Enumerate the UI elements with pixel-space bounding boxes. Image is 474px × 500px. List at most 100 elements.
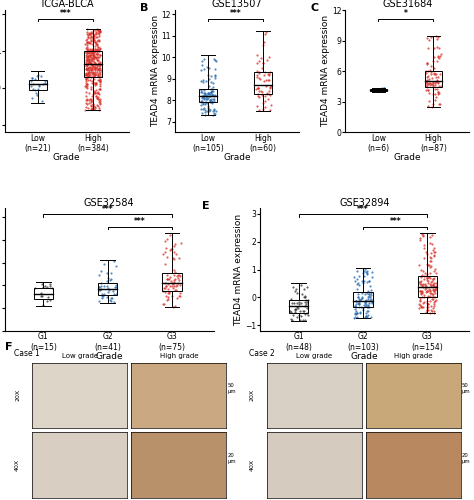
Point: [87, 48, 94, 56]
Point: [46, 280, 54, 288]
Point: [433, 78, 440, 86]
Point: [83, 82, 91, 90]
Point: [423, 83, 430, 91]
Point: [82, 56, 90, 64]
Point: [210, 95, 218, 103]
Point: [427, 80, 434, 88]
Point: [265, 87, 273, 95]
Point: [419, 299, 427, 307]
Point: [209, 87, 217, 95]
Point: [89, 62, 97, 70]
Point: [87, 101, 94, 109]
Point: [174, 279, 182, 287]
Point: [416, 298, 424, 306]
Point: [84, 54, 91, 62]
Point: [84, 76, 91, 84]
Point: [165, 288, 173, 296]
Point: [170, 270, 178, 278]
Point: [424, 81, 431, 89]
Point: [90, 50, 97, 58]
Point: [420, 254, 428, 262]
Point: [427, 274, 434, 281]
Point: [367, 286, 375, 294]
Point: [84, 28, 91, 36]
Point: [168, 244, 176, 252]
Point: [83, 56, 91, 64]
Point: [82, 88, 90, 96]
Point: [362, 268, 369, 276]
Point: [365, 302, 372, 310]
Bar: [370, 88, 387, 90]
Point: [208, 90, 216, 98]
Point: [424, 278, 431, 286]
Point: [95, 85, 103, 93]
Point: [416, 302, 423, 310]
Point: [83, 26, 91, 34]
Point: [89, 48, 96, 56]
Point: [104, 278, 111, 285]
Point: [366, 296, 374, 304]
Point: [87, 64, 94, 72]
Point: [87, 30, 94, 38]
Point: [380, 85, 388, 93]
Point: [93, 46, 101, 54]
Point: [87, 52, 95, 60]
Point: [256, 75, 264, 83]
Point: [164, 295, 172, 303]
Point: [353, 280, 360, 288]
Point: [356, 300, 363, 308]
Point: [108, 296, 115, 304]
Point: [83, 64, 91, 72]
Point: [208, 85, 216, 93]
Point: [207, 88, 214, 96]
Point: [96, 106, 103, 114]
Point: [89, 48, 97, 56]
Point: [92, 40, 100, 48]
Point: [95, 64, 102, 72]
Point: [84, 49, 91, 57]
Point: [90, 48, 97, 56]
Point: [88, 105, 96, 113]
Point: [169, 284, 177, 292]
Point: [365, 292, 372, 300]
Point: [84, 64, 92, 72]
Point: [34, 86, 42, 94]
Point: [207, 88, 215, 96]
Point: [87, 36, 95, 44]
Point: [82, 62, 90, 70]
Point: [96, 26, 103, 34]
Point: [171, 266, 178, 274]
Point: [424, 73, 431, 81]
Point: [423, 250, 430, 258]
Point: [360, 301, 367, 309]
Point: [93, 61, 101, 69]
Point: [288, 316, 296, 324]
Point: [378, 84, 385, 92]
Point: [82, 70, 90, 78]
Point: [96, 97, 103, 105]
Point: [293, 303, 301, 311]
Point: [435, 82, 443, 90]
Point: [429, 285, 437, 293]
Point: [163, 270, 171, 278]
X-axis label: Grade: Grade: [223, 153, 251, 162]
Point: [84, 38, 92, 46]
Point: [197, 97, 205, 105]
Point: [92, 28, 100, 36]
Point: [87, 58, 94, 66]
Point: [83, 72, 91, 80]
Point: [92, 50, 100, 58]
Point: [261, 76, 268, 84]
Point: [97, 78, 104, 86]
Point: [431, 288, 439, 296]
Point: [415, 261, 423, 269]
Point: [354, 310, 361, 318]
Point: [87, 50, 94, 58]
Bar: [199, 90, 217, 102]
X-axis label: Grade: Grade: [95, 352, 123, 360]
Point: [212, 58, 219, 66]
Point: [93, 64, 100, 72]
Point: [91, 63, 98, 71]
Point: [97, 282, 105, 290]
Point: [354, 313, 361, 321]
